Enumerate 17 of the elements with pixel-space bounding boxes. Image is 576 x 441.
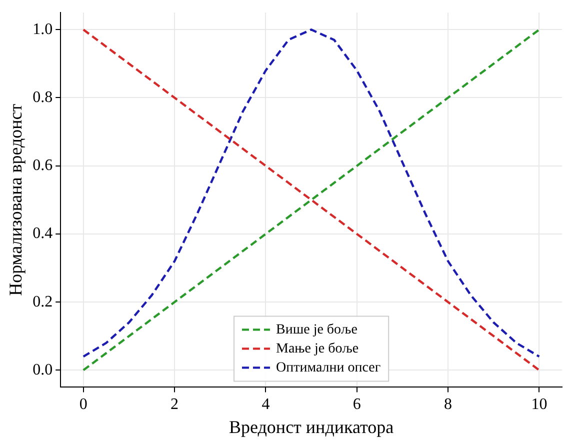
- y-tick-label: 0.6: [32, 157, 53, 174]
- x-axis-title: Вредонст индикатора: [229, 416, 394, 437]
- legend-label: Више је боље: [276, 322, 358, 338]
- x-tick-label: 0: [79, 396, 88, 414]
- x-tick-label: 4: [262, 396, 270, 414]
- x-tick-label: 8: [444, 396, 452, 414]
- legend-label: Мање је боље: [276, 341, 359, 356]
- y-tick-label: 0.8: [32, 88, 53, 106]
- y-tick-label: 0.4: [32, 225, 53, 242]
- y-tick-label: 1.0: [32, 20, 53, 38]
- x-tick-label: 10: [531, 396, 548, 414]
- x-tick-label: 2: [170, 396, 179, 414]
- x-tick-label: 6: [352, 396, 361, 414]
- y-tick-label: 0.2: [32, 293, 53, 310]
- y-tick-label: 0.0: [32, 361, 53, 378]
- legend-label: Оптимални опсег: [276, 360, 381, 376]
- y-axis-title: Нормализована вредонст: [6, 104, 26, 296]
